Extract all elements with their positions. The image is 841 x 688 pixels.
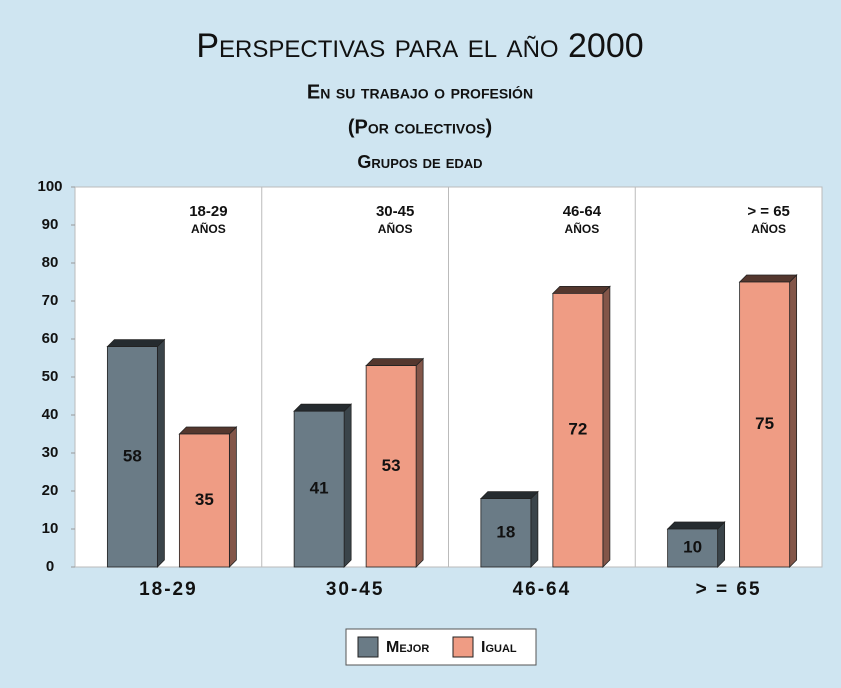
bar-top <box>479 491 539 500</box>
bar-side <box>717 521 726 568</box>
bar-top <box>178 426 238 435</box>
bar-top <box>293 403 353 412</box>
bar <box>106 346 158 568</box>
bar <box>480 498 532 568</box>
x-tick-label: 46-64 <box>513 579 572 600</box>
x-axis-title: Grupos de edad <box>357 152 482 172</box>
data-label: 53 <box>382 456 401 475</box>
group-annotation-sub: AÑOS <box>751 221 786 236</box>
legend-swatch <box>357 636 379 658</box>
chart-title: Perspectivas para el año 2000 <box>196 27 643 65</box>
legend-label: Igual <box>481 639 517 656</box>
legend-label: Mejor <box>386 639 429 656</box>
y-tick-label: 0 <box>46 558 54 575</box>
data-label: 10 <box>683 537 702 556</box>
data-label: 72 <box>568 420 587 439</box>
y-tick-label: 10 <box>42 520 59 537</box>
y-tick-label: 60 <box>42 330 59 347</box>
bar <box>667 528 719 568</box>
group-annotation: 18-29 <box>189 203 227 220</box>
bar-top <box>106 339 166 348</box>
data-label: 18 <box>496 522 515 541</box>
subtitle: En su trabajo o profesión <box>307 81 533 103</box>
bar-side <box>602 285 611 568</box>
group-annotation: > = 65 <box>747 203 790 220</box>
group-annotation: 46-64 <box>563 203 602 220</box>
bar-top <box>365 358 425 367</box>
bar-side <box>228 426 237 568</box>
x-tick-label: > = 65 <box>696 579 762 600</box>
subtitle: (Por colectivos) <box>348 116 492 138</box>
group-annotation: 30-45 <box>376 203 414 220</box>
bar-side <box>415 357 424 568</box>
group-annotation-sub: AÑOS <box>565 221 600 236</box>
bar <box>178 433 230 568</box>
y-tick-label: 70 <box>42 292 59 309</box>
legend-swatch <box>452 636 474 658</box>
bar-side <box>530 490 539 568</box>
bar <box>365 365 417 568</box>
data-label: 41 <box>310 479 329 498</box>
y-tick-label: 20 <box>42 482 59 499</box>
y-tick-label: 40 <box>42 406 59 423</box>
y-tick-label: 80 <box>42 254 59 271</box>
bar <box>739 281 791 568</box>
bar-top <box>666 521 726 530</box>
x-tick-label: 18-29 <box>139 579 198 600</box>
bar-top <box>738 274 798 283</box>
bar <box>293 410 345 568</box>
legend: Mejor Igual <box>345 628 537 666</box>
y-tick-label: 100 <box>37 178 62 195</box>
group-annotation-sub: AÑOS <box>191 221 226 236</box>
y-tick-label: 90 <box>42 216 59 233</box>
bar-top <box>551 285 611 294</box>
group-annotation-sub: AÑOS <box>378 221 413 236</box>
bar-side <box>789 274 798 568</box>
bar-side <box>343 403 352 568</box>
bar-side <box>156 338 165 568</box>
y-tick-label: 30 <box>42 444 59 461</box>
bar <box>552 292 604 568</box>
y-tick-label: 50 <box>42 368 59 385</box>
x-tick-label: 30-45 <box>326 579 385 600</box>
data-label: 75 <box>755 414 774 433</box>
data-label: 35 <box>195 490 214 509</box>
data-label: 58 <box>123 446 142 465</box>
